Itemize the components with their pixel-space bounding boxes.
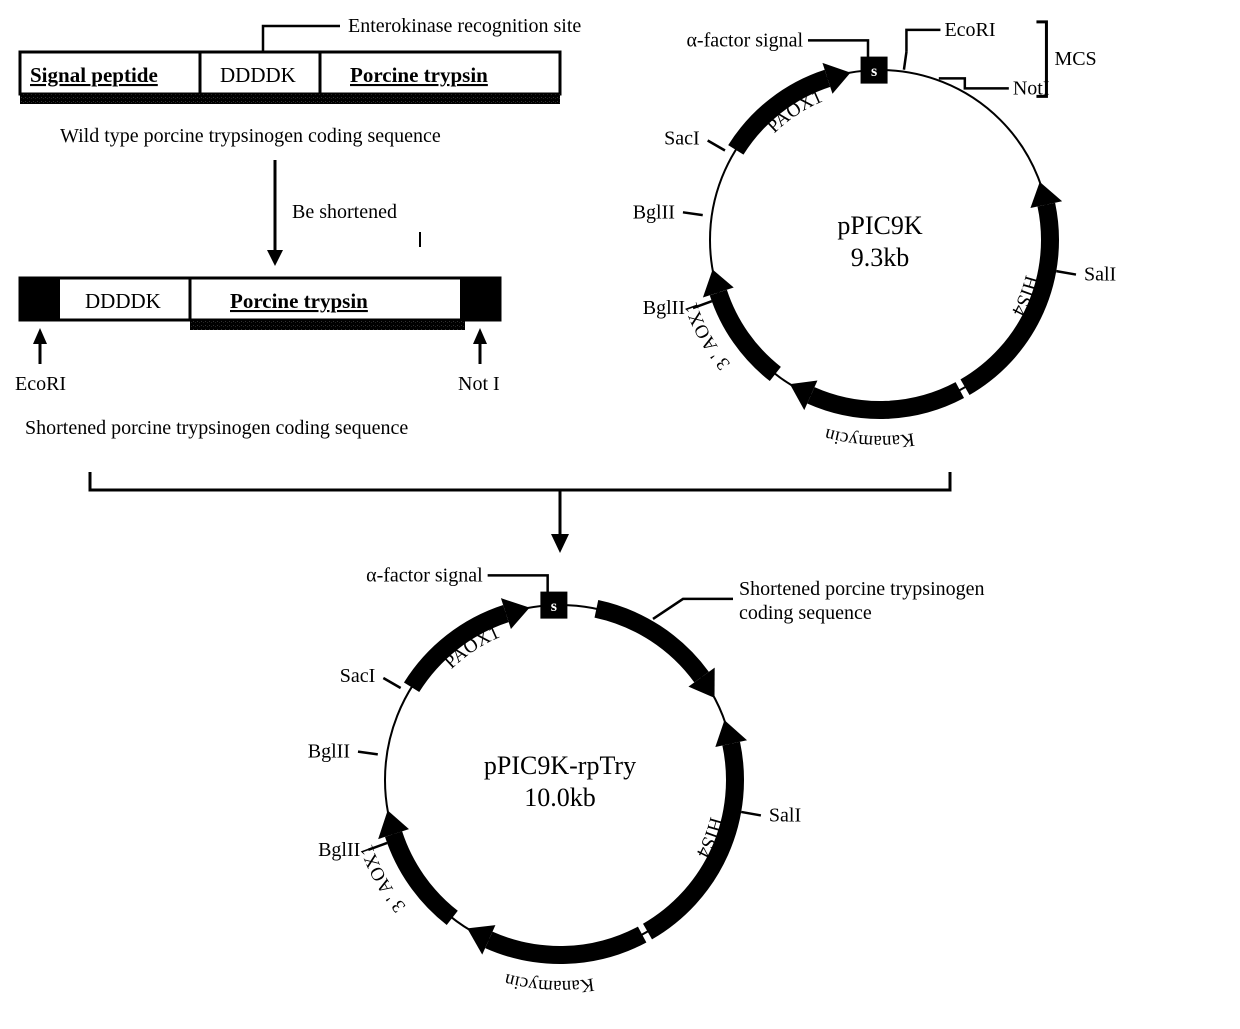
svg-text:α-factor signal: α-factor signal bbox=[366, 564, 483, 586]
merge-bracket bbox=[90, 472, 950, 553]
svg-text:s: s bbox=[871, 63, 877, 80]
shortened-construct: DDDDK Porcine trypsin bbox=[20, 278, 500, 330]
plasmid-ppic9k-rptry: sPAOX13 ' AOX1KanamycinHIS4SacIBglIIBglI… bbox=[308, 564, 985, 997]
svg-text:10.0kb: 10.0kb bbox=[524, 783, 596, 812]
svg-text:Kanamycin: Kanamycin bbox=[502, 969, 595, 997]
svg-text:α-factor signal: α-factor signal bbox=[686, 29, 803, 51]
signal-peptide-label: Signal peptide bbox=[30, 63, 158, 87]
svg-text:MCS: MCS bbox=[1054, 48, 1096, 70]
svg-text:SacI: SacI bbox=[664, 128, 700, 150]
svg-text:coding sequence: coding sequence bbox=[739, 602, 872, 624]
svg-text:BglII: BglII bbox=[318, 839, 360, 861]
ecori-site-arrow: EcoRI bbox=[15, 328, 66, 395]
porcine-trypsin-label-wt: Porcine trypsin bbox=[350, 63, 488, 87]
ddddk-label-wt: DDDDK bbox=[220, 63, 296, 87]
svg-text:Enterokinase recognition site: Enterokinase recognition site bbox=[348, 15, 581, 37]
svg-text:Kanamycin: Kanamycin bbox=[822, 424, 916, 452]
svg-text:Be shortened: Be shortened bbox=[292, 201, 397, 223]
svg-text:EcoRI: EcoRI bbox=[944, 19, 995, 41]
enterokinase-callout: Enterokinase recognition site bbox=[263, 15, 581, 52]
svg-text:EcoRI: EcoRI bbox=[15, 373, 66, 395]
svg-text:SalI: SalI bbox=[769, 804, 801, 826]
svg-text:Not I: Not I bbox=[458, 373, 500, 395]
shorten-arrow: Be shortened bbox=[267, 160, 397, 266]
svg-text:BglII: BglII bbox=[308, 741, 350, 763]
svg-text:Shortened porcine trypsinogen: Shortened porcine trypsinogen bbox=[739, 578, 985, 600]
svg-text:s: s bbox=[551, 598, 557, 615]
plasmid-ppic9k: sPAOX13 ' AOX1KanamycinHIS4SacIBglIIBglI… bbox=[633, 19, 1116, 452]
porcine-trypsin-label-short: Porcine trypsin bbox=[230, 289, 368, 313]
wild-type-caption: Wild type porcine trypsinogen coding seq… bbox=[60, 125, 441, 147]
svg-text:SacI: SacI bbox=[340, 665, 376, 687]
ddddk-label-short: DDDDK bbox=[85, 289, 161, 313]
wild-type-construct: Signal peptide DDDDK Porcine trypsin bbox=[20, 52, 560, 104]
svg-text:pPIC9K: pPIC9K bbox=[837, 211, 922, 240]
svg-text:SalI: SalI bbox=[1084, 264, 1116, 286]
noti-site-arrow: Not I bbox=[458, 328, 500, 395]
svg-text:BglII: BglII bbox=[633, 201, 675, 223]
svg-text:pPIC9K-rpTry: pPIC9K-rpTry bbox=[484, 751, 636, 780]
svg-text:9.3kb: 9.3kb bbox=[851, 243, 910, 272]
svg-text:BglII: BglII bbox=[643, 297, 685, 319]
shortened-caption: Shortened porcine trypsinogen coding seq… bbox=[25, 417, 408, 439]
